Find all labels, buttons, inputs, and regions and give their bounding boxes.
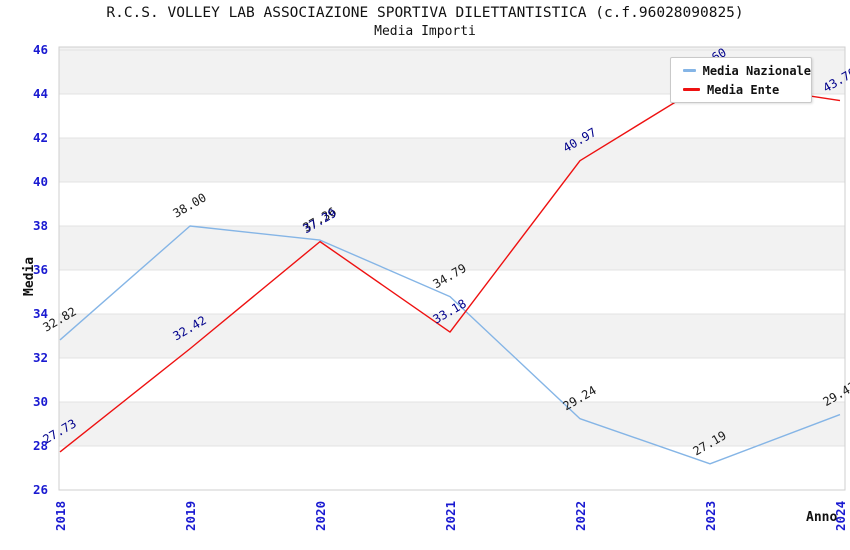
chart-title: R.C.S. VOLLEY LAB ASSOCIAZIONE SPORTIVA … <box>106 5 744 21</box>
legend-line-swatch-ente <box>683 88 700 91</box>
x-axis-tick-label: 2019 <box>183 501 198 531</box>
x-axis-title: Anno <box>806 510 837 525</box>
plot-band <box>59 47 845 50</box>
x-axis-tick-label: 2021 <box>443 501 458 531</box>
x-axis-tick-label: 2020 <box>313 501 328 531</box>
plot-border <box>58 46 846 491</box>
legend: Media Nazionale Media Ente <box>670 57 812 103</box>
plot-band <box>59 138 845 182</box>
chart-subtitle: Media Importi <box>374 24 476 39</box>
x-axis-tick-label: 2018 <box>53 501 68 531</box>
series-line-nazionale <box>59 225 841 465</box>
y-axis-tick-label: 36 <box>32 262 48 277</box>
y-axis-tick-labels: 46 44 42 40 38 36 34 32 30 28 26 <box>0 0 50 550</box>
plot-band <box>59 314 845 358</box>
x-axis-tick-label: 2022 <box>573 501 588 531</box>
y-axis-tick-label: 32 <box>32 350 48 365</box>
y-axis-tick-label: 26 <box>32 482 48 497</box>
y-axis-tick-label: 34 <box>32 306 48 321</box>
plot-band <box>59 226 845 270</box>
legend-item-media-nazionale: Media Nazionale <box>683 64 811 78</box>
legend-label-media-ente: Media Ente <box>707 82 780 97</box>
plot-band <box>59 270 845 314</box>
y-axis-tick-label: 42 <box>32 130 48 145</box>
plot-band <box>59 402 845 446</box>
y-axis-tick-label: 46 <box>32 42 48 57</box>
y-axis-tick-label: 28 <box>32 438 48 453</box>
x-axis-tick-label: 2023 <box>703 501 718 531</box>
x-axis-tick-label: 2024 <box>833 501 848 531</box>
y-axis-tick-label: 30 <box>32 394 48 409</box>
plot-band <box>59 358 845 402</box>
legend-line-swatch-nazionale <box>683 69 696 72</box>
plot-band <box>59 182 845 226</box>
plot-band <box>59 446 845 490</box>
y-axis-title: Media <box>22 257 37 296</box>
y-axis-tick-label: 40 <box>32 174 48 189</box>
y-axis-tick-label: 44 <box>32 86 48 101</box>
legend-item-media-ente: Media Ente <box>683 83 811 97</box>
legend-label-media-nazionale: Media Nazionale <box>702 63 811 78</box>
y-axis-tick-label: 38 <box>32 218 48 233</box>
